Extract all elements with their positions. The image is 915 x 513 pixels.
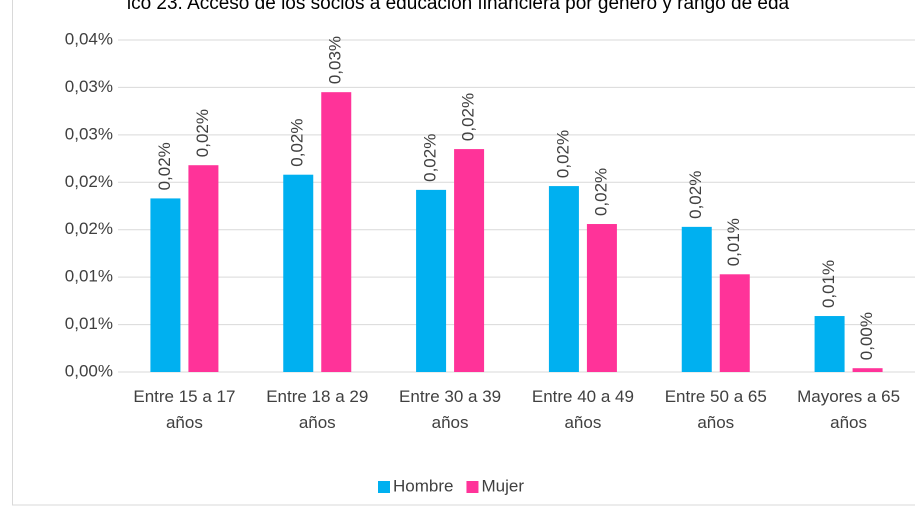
x-tick-label: Entre 40 a 49 años bbox=[532, 387, 634, 432]
chart-title: ico 23. Acceso de los socios a educación… bbox=[127, 0, 790, 14]
y-tick-label: 0,03% bbox=[65, 124, 113, 143]
value-label: 0,02% bbox=[288, 118, 307, 166]
legend-swatch bbox=[466, 481, 479, 493]
value-label: 0,01% bbox=[724, 218, 743, 266]
x-tick-label: Entre 30 a 39 años bbox=[399, 387, 501, 432]
bar bbox=[681, 226, 712, 372]
y-tick-label: 0,02% bbox=[65, 172, 113, 191]
value-label: 0,00% bbox=[857, 312, 876, 360]
bar bbox=[416, 189, 447, 372]
bar bbox=[283, 174, 314, 372]
x-tick-label: Entre 50 a 65 años bbox=[665, 387, 767, 432]
x-tick-label: Entre 18 a 29 años bbox=[266, 387, 368, 432]
value-label: 0,02% bbox=[553, 130, 572, 178]
bar bbox=[719, 274, 750, 372]
y-tick-label: 0,04% bbox=[65, 29, 113, 48]
bar bbox=[454, 149, 485, 372]
x-tick-label: Entre 15 a 17 años bbox=[133, 387, 235, 432]
bar bbox=[852, 368, 883, 372]
y-tick-label: 0,01% bbox=[65, 314, 113, 333]
value-label: 0,03% bbox=[326, 36, 345, 84]
bar bbox=[814, 316, 845, 372]
legend-label: Mujer bbox=[481, 476, 524, 495]
y-tick-label: 0,02% bbox=[65, 219, 113, 238]
value-label: 0,02% bbox=[193, 109, 212, 157]
bar bbox=[321, 92, 352, 373]
x-tick-label: Mayores a 65 años bbox=[797, 387, 900, 432]
value-label: 0,01% bbox=[819, 260, 838, 308]
value-label: 0,02% bbox=[459, 93, 478, 141]
value-label: 0,02% bbox=[155, 142, 174, 190]
bar bbox=[188, 165, 219, 372]
y-tick-label: 0,00% bbox=[65, 361, 113, 380]
y-tick-label: 0,03% bbox=[65, 77, 113, 96]
bar bbox=[548, 186, 579, 372]
value-label: 0,02% bbox=[591, 168, 610, 216]
value-label: 0,02% bbox=[686, 171, 705, 219]
bar bbox=[150, 198, 181, 372]
legend-label: Hombre bbox=[393, 476, 453, 495]
chart-frame bbox=[12, 0, 915, 506]
legend-swatch bbox=[378, 481, 390, 493]
value-label: 0,02% bbox=[421, 134, 440, 182]
y-tick-label: 0,01% bbox=[65, 267, 113, 286]
bar bbox=[586, 224, 617, 372]
